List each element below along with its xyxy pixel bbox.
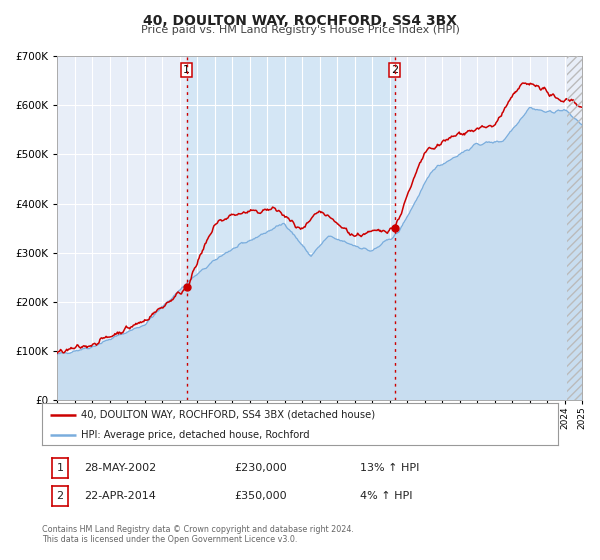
Text: This data is licensed under the Open Government Licence v3.0.: This data is licensed under the Open Gov… bbox=[42, 535, 298, 544]
Text: 2: 2 bbox=[56, 491, 64, 501]
Text: HPI: Average price, detached house, Rochford: HPI: Average price, detached house, Roch… bbox=[80, 430, 310, 440]
Text: 40, DOULTON WAY, ROCHFORD, SS4 3BX: 40, DOULTON WAY, ROCHFORD, SS4 3BX bbox=[143, 14, 457, 28]
Text: 4% ↑ HPI: 4% ↑ HPI bbox=[360, 491, 413, 501]
Text: 1: 1 bbox=[183, 64, 190, 74]
Text: 22-APR-2014: 22-APR-2014 bbox=[84, 491, 156, 501]
Bar bbox=[187, 56, 395, 400]
Text: Contains HM Land Registry data © Crown copyright and database right 2024.: Contains HM Land Registry data © Crown c… bbox=[42, 525, 354, 534]
Text: £230,000: £230,000 bbox=[234, 463, 287, 473]
Text: 13% ↑ HPI: 13% ↑ HPI bbox=[360, 463, 419, 473]
Text: 2: 2 bbox=[391, 64, 398, 74]
Bar bbox=[568, 56, 582, 400]
Text: 28-MAY-2002: 28-MAY-2002 bbox=[84, 463, 156, 473]
Text: £350,000: £350,000 bbox=[234, 491, 287, 501]
Text: 1: 1 bbox=[56, 463, 64, 473]
Bar bbox=[568, 56, 582, 400]
Text: 40, DOULTON WAY, ROCHFORD, SS4 3BX (detached house): 40, DOULTON WAY, ROCHFORD, SS4 3BX (deta… bbox=[80, 410, 375, 420]
Text: Price paid vs. HM Land Registry's House Price Index (HPI): Price paid vs. HM Land Registry's House … bbox=[140, 25, 460, 35]
